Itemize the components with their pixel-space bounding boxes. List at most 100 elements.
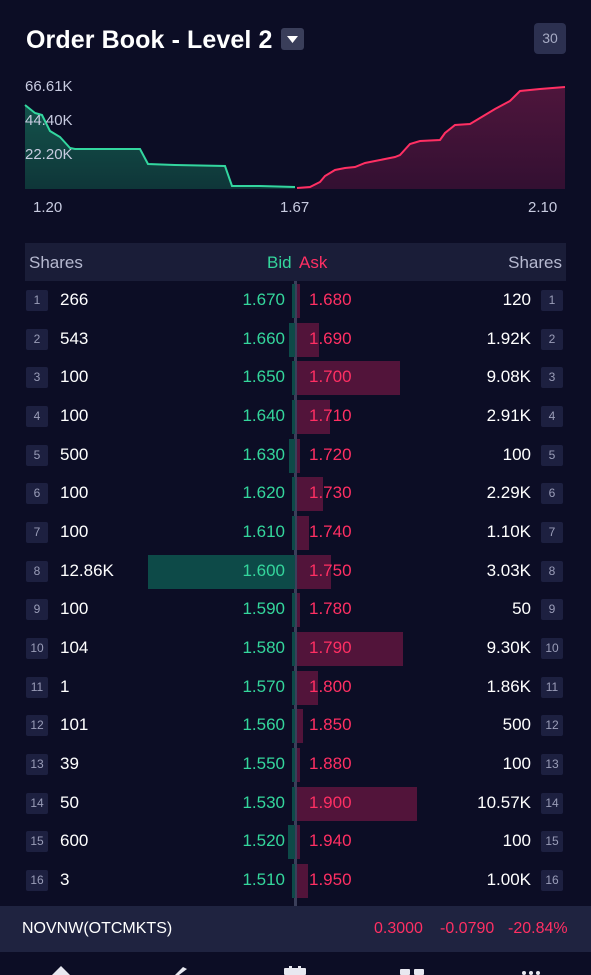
- home-icon[interactable]: [46, 966, 76, 975]
- bid-level-index: 15: [26, 831, 48, 853]
- order-book-row[interactable]: 3 100 1.650 1.700 9.08K 3: [0, 358, 591, 397]
- bid-depth-bar: [292, 786, 295, 821]
- ask-shares-header[interactable]: Shares: [508, 253, 562, 272]
- order-book-row[interactable]: 6 100 1.620 1.730 2.29K 6: [0, 474, 591, 513]
- bid-level-index: 9: [26, 599, 48, 621]
- bid-shares: 100: [60, 367, 89, 387]
- bid-header[interactable]: Bid: [267, 253, 292, 272]
- bid-shares: 1: [60, 676, 70, 696]
- bid-price: 1.580: [242, 637, 285, 657]
- bid-depth-bar: [292, 515, 295, 550]
- bid-level-index: 6: [26, 483, 48, 505]
- order-book-row[interactable]: 8 12.86K 1.600 1.750 3.03K 8: [0, 552, 591, 591]
- bid-level-index: 12: [26, 715, 48, 737]
- ask-depth-bar: [297, 322, 319, 357]
- ask-level-index: 13: [541, 753, 563, 775]
- ask-depth-bar: [297, 515, 310, 550]
- order-book-row[interactable]: 10 104 1.580 1.790 9.30K 10: [0, 629, 591, 668]
- ask-depth-bar: [297, 825, 300, 860]
- ask-shares: 120: [502, 290, 531, 309]
- bid-shares: 39: [60, 753, 79, 773]
- ticker-symbol: NOVNW(OTCMKTS): [22, 920, 173, 937]
- quote-bar[interactable]: NOVNW(OTCMKTS) 0.3000 -0.0790 -20.84%: [0, 906, 591, 952]
- ask-price: 1.780: [309, 599, 352, 619]
- bid-price: 1.660: [242, 328, 285, 348]
- ask-level-index: 15: [541, 831, 563, 853]
- ask-level-index: 7: [541, 521, 563, 543]
- bid-depth-bar: [292, 670, 295, 705]
- bid-depth-bar: [291, 284, 295, 318]
- bid-depth-bar: [292, 747, 295, 782]
- order-book-row[interactable]: 14 50 1.530 1.900 10.57K 14: [0, 784, 591, 823]
- ask-shares: 9.08K: [486, 367, 531, 387]
- y-axis-label-max: 66.61K: [25, 78, 73, 95]
- timeframe-button[interactable]: 30: [534, 23, 566, 54]
- x-axis-label-min: 1.20: [33, 199, 63, 216]
- page-title: Order Book - Level 2: [26, 26, 273, 54]
- ask-level-index: 11: [541, 676, 563, 698]
- ask-price: 1.950: [309, 869, 352, 889]
- depth-chart-graphic: [24, 86, 566, 189]
- bid-shares: 100: [60, 521, 89, 541]
- ask-shares: 3.03K: [486, 560, 531, 580]
- chevron-down-icon: [287, 36, 298, 43]
- bid-level-index: 5: [26, 444, 48, 466]
- bid-price: 1.630: [242, 444, 285, 464]
- order-book-row[interactable]: 4 100 1.640 1.710 2.91K 4: [0, 397, 591, 436]
- order-book-row[interactable]: 13 39 1.550 1.880 100 13: [0, 745, 591, 784]
- ask-price: 1.740: [309, 521, 352, 541]
- ask-shares: 1.86K: [486, 676, 531, 696]
- bid-area: [25, 105, 295, 189]
- bid-price: 1.670: [242, 290, 285, 309]
- order-book-row[interactable]: 1 266 1.670 1.680 120 1: [0, 281, 591, 320]
- ask-level-index: 6: [541, 483, 563, 505]
- pencil-icon[interactable]: [165, 966, 195, 975]
- bottom-nav: [0, 952, 591, 975]
- bid-shares: 3: [60, 869, 70, 889]
- order-book-row[interactable]: 2 543 1.660 1.690 1.92K 2: [0, 320, 591, 359]
- ask-level-index: 5: [541, 444, 563, 466]
- order-book-row[interactable]: 12 101 1.560 1.850 500 12: [0, 706, 591, 745]
- bid-depth-bar: [288, 322, 295, 357]
- bid-line: [24, 104, 296, 188]
- bid-depth-bar: [292, 631, 295, 666]
- ask-shares: 2.29K: [486, 483, 531, 503]
- bid-price: 1.560: [242, 715, 285, 735]
- ask-price: 1.730: [309, 483, 352, 503]
- ask-shares: 9.30K: [486, 637, 531, 657]
- ask-depth-bar: [297, 399, 331, 434]
- order-book-row[interactable]: 11 1 1.570 1.800 1.86K 11: [0, 668, 591, 707]
- bid-price: 1.510: [242, 869, 285, 889]
- calendar-icon[interactable]: [280, 966, 310, 975]
- more-icon[interactable]: [516, 966, 546, 975]
- ask-level-index: 4: [541, 405, 563, 427]
- ask-shares: 10.57K: [477, 792, 531, 812]
- order-book-row[interactable]: 16 3 1.510 1.950 1.00K 16: [0, 861, 591, 900]
- x-axis-label-max: 2.10: [528, 199, 558, 216]
- header: Order Book - Level 2 30: [0, 0, 591, 76]
- ask-price: 1.880: [309, 753, 352, 773]
- ask-price: 1.720: [309, 444, 352, 464]
- order-book-row[interactable]: 9 100 1.590 1.780 50 9: [0, 590, 591, 629]
- ask-area: [297, 87, 565, 189]
- order-book-row[interactable]: 15 600 1.520 1.940 100 15: [0, 822, 591, 861]
- ask-depth-bar: [297, 438, 300, 473]
- watchlist-icon[interactable]: [398, 966, 428, 975]
- ask-depth-bar: [297, 863, 309, 898]
- bid-shares: 100: [60, 405, 89, 425]
- order-book-header: Shares Bid Ask Shares: [25, 243, 566, 281]
- ask-depth-bar: [297, 477, 323, 512]
- ask-depth-bar: [297, 670, 319, 705]
- bid-shares-header[interactable]: Shares: [29, 253, 83, 272]
- ask-depth-bar: [297, 361, 401, 396]
- ask-depth-bar: [297, 593, 300, 628]
- bid-depth-bar: [292, 863, 295, 898]
- ask-level-index: 9: [541, 599, 563, 621]
- ask-price: 1.700: [309, 367, 352, 387]
- bid-level-index: 14: [26, 792, 48, 814]
- title-dropdown-button[interactable]: [281, 28, 304, 50]
- order-book-row[interactable]: 5 500 1.630 1.720 100 5: [0, 436, 591, 475]
- ask-header[interactable]: Ask: [299, 253, 328, 272]
- bid-level-index: 11: [26, 676, 48, 698]
- order-book-row[interactable]: 7 100 1.610 1.740 1.10K 7: [0, 513, 591, 552]
